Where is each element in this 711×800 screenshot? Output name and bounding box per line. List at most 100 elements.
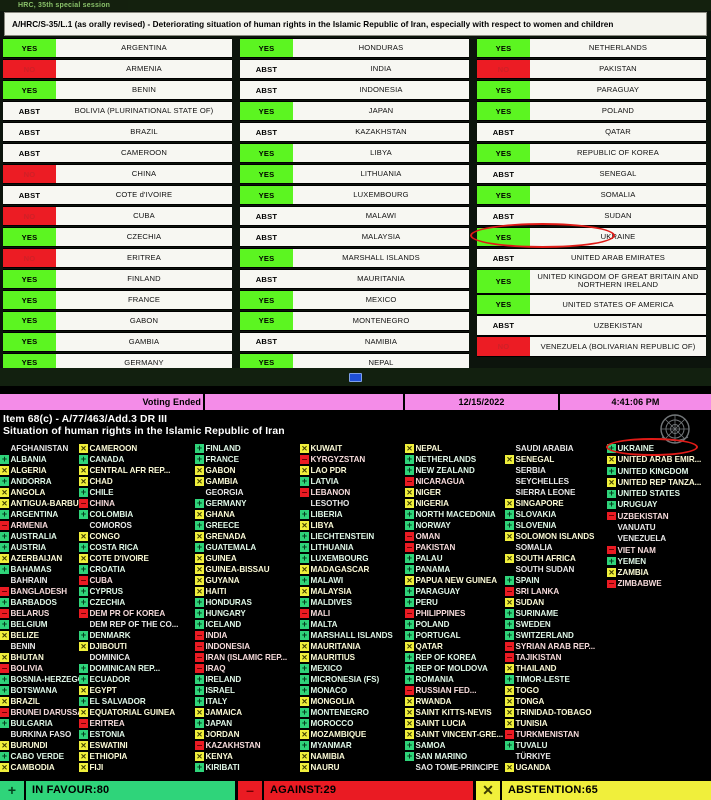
- list-item[interactable]: AZERBAIJAN: [0, 553, 79, 564]
- table-row[interactable]: ABST MALAYSIA: [240, 226, 469, 248]
- list-item[interactable]: TOGO: [505, 685, 607, 696]
- list-item[interactable]: SOLOMON ISLANDS: [505, 531, 607, 542]
- table-row[interactable]: YES LUXEMBOURG: [240, 184, 469, 206]
- table-row[interactable]: YES UKRAINE: [477, 226, 706, 248]
- list-item[interactable]: CONGO: [79, 531, 195, 542]
- list-item[interactable]: IRAN (ISLAMIC REP...: [195, 652, 300, 663]
- list-item[interactable]: UNITED STATES: [607, 488, 711, 499]
- table-row[interactable]: YES LIBYA: [240, 142, 469, 164]
- list-item[interactable]: RWANDA: [405, 696, 505, 707]
- list-item[interactable]: UNITED REP TANZA...: [607, 477, 711, 488]
- list-item[interactable]: SWITZERLAND: [505, 630, 607, 641]
- list-item[interactable]: IRELAND: [195, 674, 300, 685]
- list-item[interactable]: COLOMBIA: [79, 509, 195, 520]
- list-item[interactable]: LIBYA: [300, 520, 405, 531]
- list-item[interactable]: BAHAMAS: [0, 564, 79, 575]
- list-item[interactable]: CHINA: [79, 498, 195, 509]
- list-item[interactable]: MONGOLIA: [300, 696, 405, 707]
- list-item[interactable]: SINGAPORE: [505, 498, 607, 509]
- list-item[interactable]: SAMOA: [405, 740, 505, 751]
- list-item[interactable]: BURKINA FASO: [0, 729, 79, 740]
- list-item[interactable]: GHANA: [195, 509, 300, 520]
- list-item[interactable]: MOROCCO: [300, 718, 405, 729]
- list-item[interactable]: PERU: [405, 597, 505, 608]
- table-row[interactable]: YES NETHERLANDS: [477, 38, 706, 59]
- list-item[interactable]: JORDAN: [195, 729, 300, 740]
- list-item[interactable]: CZECHIA: [79, 597, 195, 608]
- list-item[interactable]: ETHIOPIA: [79, 751, 195, 762]
- list-item[interactable]: ALBANIA: [0, 454, 79, 465]
- list-item[interactable]: GEORGIA: [195, 487, 300, 498]
- list-item[interactable]: TUVALU: [505, 740, 607, 751]
- list-item[interactable]: PAKISTAN: [405, 542, 505, 553]
- list-item[interactable]: GUINEA: [195, 553, 300, 564]
- table-row[interactable]: YES ARGENTINA: [3, 38, 232, 59]
- list-item[interactable]: MAURITANIA: [300, 641, 405, 652]
- list-item[interactable]: CABO VERDE: [0, 751, 79, 762]
- list-item[interactable]: COTE D'IVOIRE: [79, 553, 195, 564]
- list-item[interactable]: SAO TOME-PRINCIPE: [405, 762, 505, 773]
- list-item[interactable]: NIGER: [405, 487, 505, 498]
- table-row[interactable]: ABST BOLIVIA (PLURINATIONAL STATE OF): [3, 100, 232, 122]
- table-row[interactable]: ABST MAURITANIA: [240, 268, 469, 290]
- list-item[interactable]: MALI: [300, 608, 405, 619]
- list-item[interactable]: BURUNDI: [0, 740, 79, 751]
- table-row[interactable]: ABST COTE d'IVOIRE: [3, 184, 232, 206]
- list-item[interactable]: CUBA: [79, 575, 195, 586]
- list-item[interactable]: FIJI: [79, 762, 195, 773]
- list-item[interactable]: ARMENIA: [0, 520, 79, 531]
- list-item[interactable]: ROMANIA: [405, 674, 505, 685]
- list-item[interactable]: BARBADOS: [0, 597, 79, 608]
- list-item[interactable]: VANUATU: [607, 522, 711, 533]
- list-item[interactable]: TRINIDAD-TOBAGO: [505, 707, 607, 718]
- list-item[interactable]: SAINT LUCIA: [405, 718, 505, 729]
- list-item[interactable]: SAINT KITTS-NEVIS: [405, 707, 505, 718]
- list-item[interactable]: MONTENEGRO: [300, 707, 405, 718]
- list-item[interactable]: PORTUGAL: [405, 630, 505, 641]
- list-item[interactable]: MONACO: [300, 685, 405, 696]
- list-item[interactable]: SAUDI ARABIA: [505, 443, 607, 454]
- list-item[interactable]: AUSTRALIA: [0, 531, 79, 542]
- list-item[interactable]: BELIZE: [0, 630, 79, 641]
- list-item[interactable]: ESTONIA: [79, 729, 195, 740]
- list-item[interactable]: DEM REP OF THE CO...: [79, 619, 195, 630]
- list-item[interactable]: NAURU: [300, 762, 405, 773]
- table-row[interactable]: NO CHINA: [3, 163, 232, 185]
- list-item[interactable]: CROATIA: [79, 564, 195, 575]
- table-row[interactable]: NO ARMENIA: [3, 58, 232, 80]
- list-item[interactable]: LUXEMBOURG: [300, 553, 405, 564]
- list-item[interactable]: ESWATINI: [79, 740, 195, 751]
- list-item[interactable]: INDIA: [195, 630, 300, 641]
- list-item[interactable]: SOMALIA: [505, 542, 607, 553]
- list-item[interactable]: VIET NAM: [607, 544, 711, 555]
- list-item[interactable]: KUWAIT: [300, 443, 405, 454]
- list-item[interactable]: MALDIVES: [300, 597, 405, 608]
- list-item[interactable]: CAMEROON: [79, 443, 195, 454]
- list-item[interactable]: REP OF KOREA: [405, 652, 505, 663]
- list-item[interactable]: JAMAICA: [195, 707, 300, 718]
- list-item[interactable]: SURINAME: [505, 608, 607, 619]
- table-row[interactable]: YES FINLAND: [3, 268, 232, 290]
- list-item[interactable]: BOTSWANA: [0, 685, 79, 696]
- list-item[interactable]: BAHRAIN: [0, 575, 79, 586]
- list-item[interactable]: KAZAKHSTAN: [195, 740, 300, 751]
- list-item[interactable]: BELARUS: [0, 608, 79, 619]
- list-item[interactable]: SRI LANKA: [505, 586, 607, 597]
- list-item[interactable]: SOUTH SUDAN: [505, 564, 607, 575]
- list-item[interactable]: DJIBOUTI: [79, 641, 195, 652]
- list-item[interactable]: HAITI: [195, 586, 300, 597]
- list-item[interactable]: MALTA: [300, 619, 405, 630]
- list-item[interactable]: EGYPT: [79, 685, 195, 696]
- list-item[interactable]: PARAGUAY: [405, 586, 505, 597]
- list-item[interactable]: NAMIBIA: [300, 751, 405, 762]
- list-item[interactable]: NIGERIA: [405, 498, 505, 509]
- list-item[interactable]: NEPAL: [405, 443, 505, 454]
- list-item[interactable]: CANADA: [79, 454, 195, 465]
- list-item[interactable]: ITALY: [195, 696, 300, 707]
- list-item[interactable]: THAILAND: [505, 663, 607, 674]
- table-row[interactable]: YES HONDURAS: [240, 38, 469, 59]
- list-item[interactable]: VENEZUELA: [607, 533, 711, 544]
- list-item[interactable]: BOSNIA-HERZEGOVINA: [0, 674, 79, 685]
- list-item[interactable]: POLAND: [405, 619, 505, 630]
- list-item[interactable]: BENIN: [0, 641, 79, 652]
